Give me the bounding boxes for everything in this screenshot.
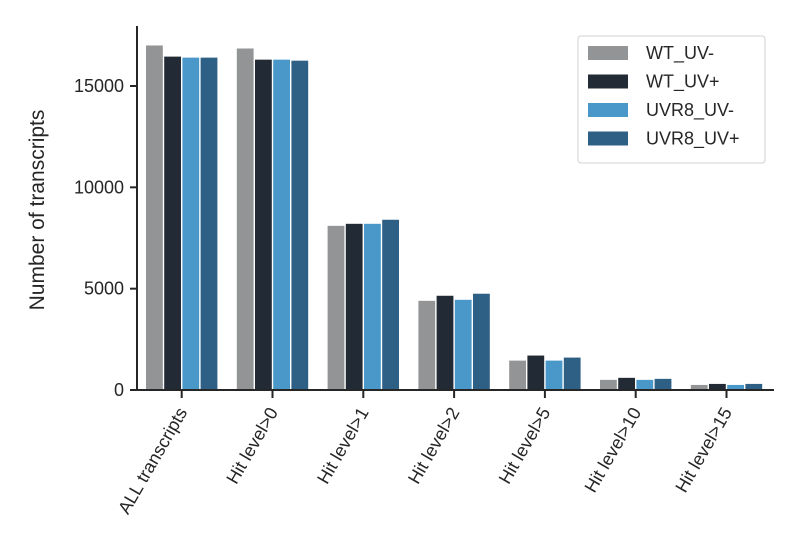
bar [709,383,726,390]
x-tick-label: Hit level>10 [581,404,646,496]
bar [727,384,744,390]
x-tick-label: Hit level>15 [671,404,736,496]
bar [345,223,363,390]
legend-swatch [588,131,628,146]
bar [745,383,763,390]
legend-label: WT_UV+ [646,72,720,93]
bar [200,57,218,390]
legend-label: WT_UV- [646,43,714,64]
bar [382,219,399,390]
bars [146,45,763,391]
y-tick-label: 0 [114,380,124,400]
x-tick-label: Hit level>5 [495,404,555,487]
bar [436,295,454,390]
x-axis-ticks: ALL transcripts Hit level>0 Hit level>1 Hit… [114,390,736,517]
legend-swatch [588,74,628,89]
y-tick-label: 5000 [84,279,124,299]
bar [509,360,526,390]
bar [146,45,163,390]
x-tick-label: Hit level>0 [222,404,282,487]
legend-frame [577,35,766,164]
y-axis-title: Number of transcripts [26,110,49,311]
bar [618,377,635,390]
bar [182,57,200,390]
legend-swatch [588,46,628,60]
bar [527,355,545,390]
bar [273,59,290,391]
bar [236,48,254,391]
bar [327,225,345,390]
legend-swatch [588,103,628,117]
x-tick-label: ALL transcripts [114,404,191,517]
bar [418,300,436,390]
legend-label: UVR8_UV+ [646,129,740,150]
y-tick-label: 15000 [74,76,124,96]
bar [291,60,309,391]
bar [600,379,617,390]
legend: WT_UV- WT_UV+ UVR8_UV- UVR8_UV+ [577,35,766,164]
legend-label: UVR8_UV- [646,100,734,121]
bar [545,360,563,390]
bar [364,223,381,390]
y-tick-label: 10000 [74,177,124,197]
x-tick-label: Hit level>2 [404,404,464,487]
bar [690,384,708,390]
bar [164,56,181,390]
y-axis-ticks: 0 5000 10000 15000 [74,76,137,400]
bar [473,293,490,390]
bar [636,379,654,390]
bar [563,357,581,390]
bar [654,378,672,390]
bar [454,299,472,390]
bar [255,59,272,391]
x-tick-label: Hit level>1 [313,404,373,487]
